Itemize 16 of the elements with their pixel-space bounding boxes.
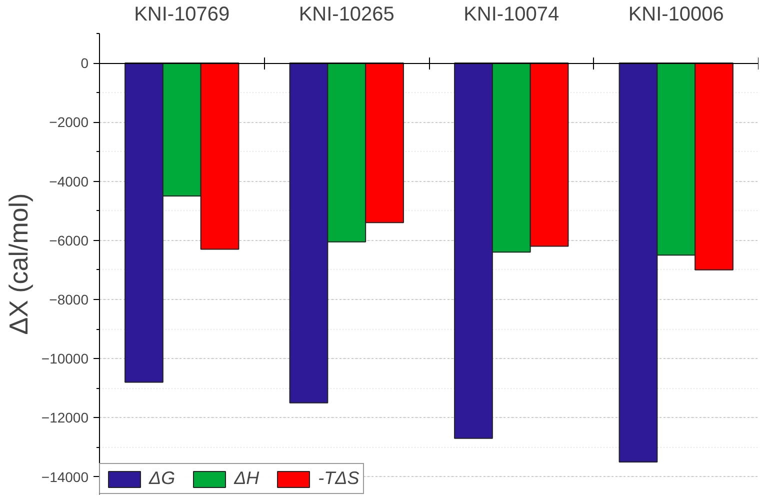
x-tick-label: KNI-10006 — [628, 4, 724, 26]
y-tick-label: −12000 — [41, 410, 89, 426]
legend-label: ΔH — [234, 468, 260, 489]
legend-label: ΔG — [149, 468, 176, 489]
y-tick-label: −10000 — [41, 350, 89, 367]
x-tick-label: KNI-10769 — [134, 4, 230, 26]
y-tick-label: −8000 — [49, 291, 89, 308]
x-tick-label: KNI-10074 — [464, 4, 560, 26]
y-tick-label: −2000 — [49, 114, 89, 130]
y-tick-label: 0 — [80, 55, 89, 72]
y-tick-label: −4000 — [49, 173, 89, 190]
legend-label: -TΔS — [318, 468, 360, 489]
y-tick-label: −14000 — [41, 468, 89, 485]
x-tick-label: KNI-10265 — [298, 4, 394, 26]
y-tick-label: −6000 — [49, 232, 89, 248]
y-axis-title: ΔX (cal/mol) — [3, 193, 34, 335]
